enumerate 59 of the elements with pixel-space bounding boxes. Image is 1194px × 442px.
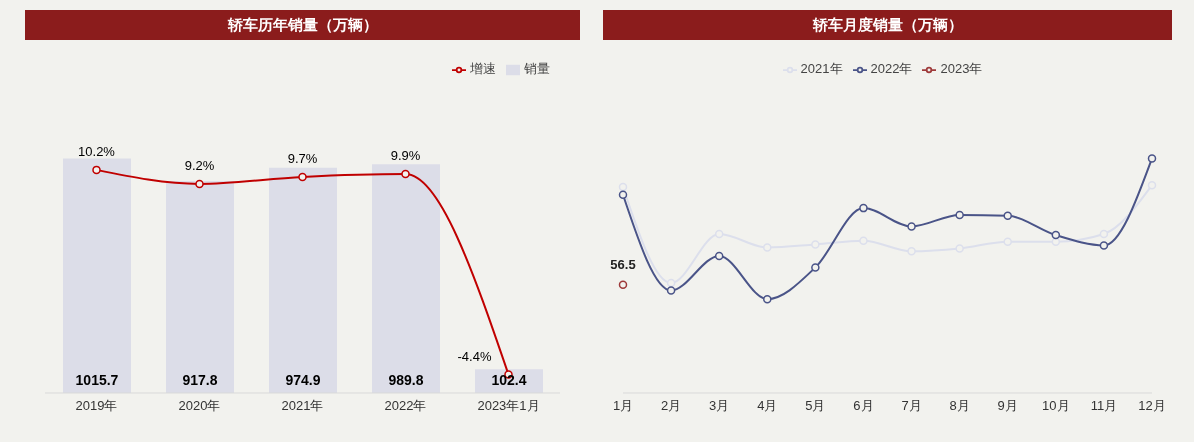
data-label: 9.2% [184,157,215,173]
bar [63,158,131,393]
point [859,203,868,213]
point [195,179,204,189]
point [763,294,772,304]
point [618,190,628,199]
x-tick-label: 1月 [612,398,634,414]
data-label: 10.2% [78,143,116,159]
bar [166,181,234,393]
data-label: 989.8 [388,372,424,388]
legend-label: 2023年 [940,61,983,76]
point [907,222,916,231]
point [1099,241,1109,250]
point [811,263,820,272]
data-label: 917.8 [182,372,218,388]
x-tick-label: 2020年 [178,398,221,414]
point [401,169,410,179]
point [714,251,724,261]
chart-title: 轿车月度销量（万辆） [603,10,1172,40]
data-label: 974.9 [285,372,321,388]
annotation: 56.5 [610,256,636,272]
x-tick-label: 12月 [1138,398,1166,414]
x-tick-label: 8月 [949,398,970,414]
x-tick-label: 4月 [757,398,778,414]
x-tick-label: 6月 [853,398,874,414]
bar [269,167,337,393]
x-tick-label: 7月 [901,398,922,414]
point [298,172,307,182]
point [1147,154,1157,163]
x-tick-label: 5月 [805,398,826,414]
x-tick-label: 3月 [709,398,730,414]
x-tick-label: 11月 [1090,398,1118,414]
data-label: -4.4% [457,348,492,364]
data-label: 102.4 [491,372,527,388]
bar [372,164,440,393]
point [618,280,628,290]
x-tick-label: 2022年 [384,398,427,414]
legend-label: 增速 [470,61,496,76]
point [1003,211,1012,221]
x-tick-label: 2023年1月 [477,398,540,414]
data-label: 1015.7 [75,372,119,388]
x-tick-label: 2019年 [75,398,118,414]
x-tick-label: 9月 [997,398,1018,414]
legend-label: 2022年 [870,61,913,76]
data-label: 9.7% [287,150,318,166]
legend-label: 销量 [524,61,550,76]
x-tick-label: 2月 [660,398,682,414]
point [618,182,628,192]
data-label: 9.9% [390,148,421,164]
point [1051,230,1061,240]
point [92,165,101,175]
x-tick-label: 10月 [1042,398,1070,414]
x-tick-label: 2021年 [281,398,324,414]
point [1147,180,1157,190]
chart-title: 轿车历年销量（万辆） [25,10,580,40]
point [955,210,964,220]
point [1051,237,1061,246]
legend-label: 2021年 [800,61,843,76]
point [666,286,676,295]
